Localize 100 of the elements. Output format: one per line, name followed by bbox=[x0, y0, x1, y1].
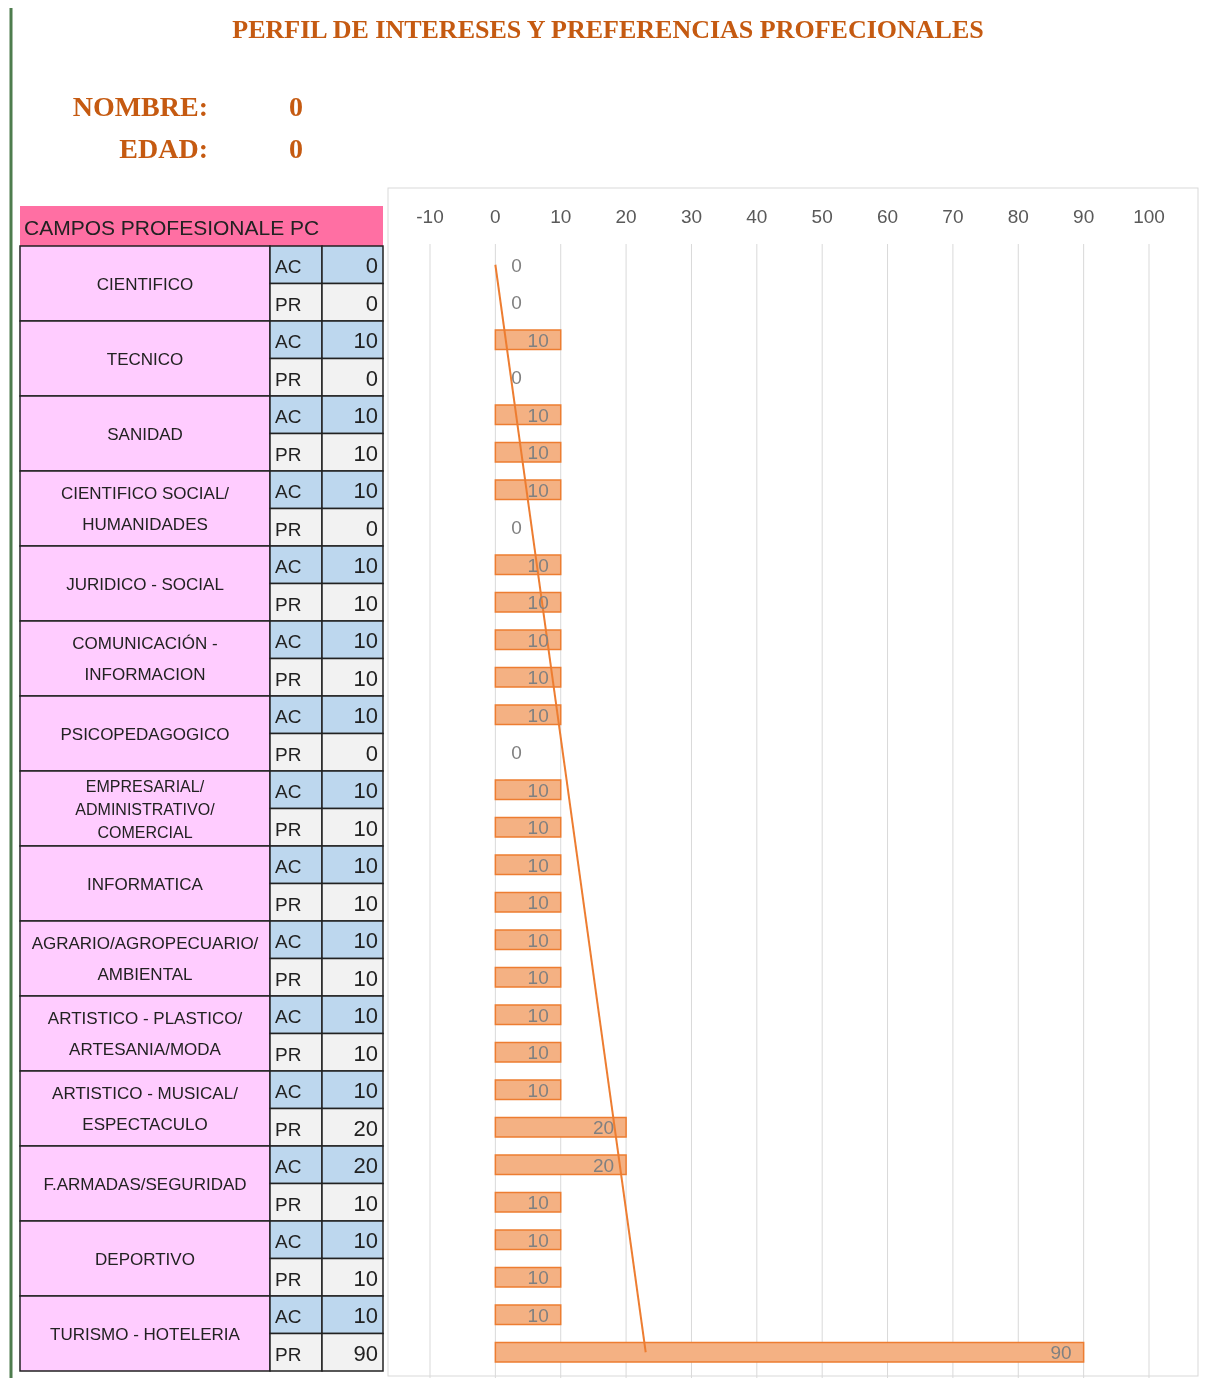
text: 10 bbox=[353, 1265, 378, 1291]
bar bbox=[494, 1079, 562, 1101]
text: PSICOPEDAGOGICO bbox=[60, 724, 230, 744]
text: 10 bbox=[353, 403, 378, 428]
text: ARTISTICO - MUSICAL/ESPECTACULO bbox=[52, 1084, 239, 1134]
text: 10 bbox=[353, 1190, 378, 1216]
x-tick-label: 50 bbox=[811, 206, 833, 227]
y-tick-label: PR bbox=[275, 668, 302, 690]
text: 10 bbox=[353, 890, 378, 916]
text: 10 bbox=[353, 628, 378, 653]
text: 0 bbox=[365, 290, 378, 316]
y-tick-label: AC bbox=[275, 256, 302, 277]
text: 10 bbox=[353, 440, 378, 466]
bar bbox=[494, 929, 562, 951]
data-label: 10 bbox=[527, 892, 549, 914]
x-tick-label: 100 bbox=[1133, 206, 1165, 227]
bar bbox=[494, 1191, 562, 1213]
x-tick-label: 70 bbox=[942, 206, 964, 227]
y-tick-label: AC bbox=[275, 1156, 302, 1177]
text: DEPORTIVO bbox=[95, 1249, 195, 1269]
text: NOMBRE: bbox=[72, 91, 208, 122]
text: 10 bbox=[353, 590, 378, 616]
text: 0 bbox=[365, 740, 378, 766]
data-label: 0 bbox=[511, 254, 522, 276]
text: 20 bbox=[353, 1153, 378, 1178]
bar bbox=[494, 779, 562, 801]
y-tick-label: PR bbox=[275, 893, 302, 915]
text: JURIDICO - SOCIAL bbox=[66, 574, 224, 594]
data-label: 90 bbox=[1050, 1342, 1072, 1364]
text: 10 bbox=[353, 1003, 378, 1028]
data-label: 10 bbox=[527, 817, 549, 839]
y-tick-label: AC bbox=[275, 406, 302, 427]
data-label: 10 bbox=[527, 1004, 549, 1026]
text: COMUNICACIÓN - INFORMACION bbox=[72, 634, 218, 684]
data-label: 10 bbox=[527, 667, 549, 689]
bar bbox=[494, 1004, 562, 1026]
text: 10 bbox=[353, 853, 378, 878]
text: 10 bbox=[353, 1078, 378, 1103]
text: 10 bbox=[353, 665, 378, 691]
text: 90 bbox=[353, 1340, 378, 1366]
chart-title: PERFIL DE INTERESES Y PREFERENCIAS PROFECIONALES bbox=[232, 15, 984, 44]
bar bbox=[494, 854, 562, 876]
data-label: 10 bbox=[527, 967, 549, 989]
y-tick-label: PR bbox=[275, 293, 302, 315]
text: 0 bbox=[365, 365, 378, 391]
text: EDAD: bbox=[119, 133, 208, 164]
text: 10 bbox=[353, 1303, 378, 1328]
text: SANIDAD bbox=[107, 424, 183, 444]
data-label: 10 bbox=[527, 1304, 549, 1326]
data-label: 10 bbox=[527, 929, 549, 951]
text: 10 bbox=[353, 965, 378, 991]
y-tick-label: AC bbox=[275, 1306, 302, 1327]
y-tick-label: PR bbox=[275, 518, 302, 540]
y-tick-label: AC bbox=[275, 781, 302, 802]
bar bbox=[494, 1041, 562, 1063]
data-label: 10 bbox=[527, 1079, 549, 1101]
y-tick-label: AC bbox=[275, 1081, 302, 1102]
text: AGRARIO/AGROPECUARIO/AMBIENTAL bbox=[31, 934, 259, 984]
y-tick-label: PR bbox=[275, 1268, 302, 1290]
data-label: 0 bbox=[511, 367, 522, 389]
y-tick-label: PR bbox=[275, 593, 302, 615]
bar bbox=[494, 1304, 562, 1326]
y-tick-label: AC bbox=[275, 1006, 302, 1027]
text: 10 bbox=[353, 703, 378, 728]
text: 20 bbox=[353, 1115, 378, 1141]
text: 10 bbox=[353, 553, 378, 578]
x-tick-label: 20 bbox=[615, 206, 637, 227]
text: TURISMO - HOTELERIA bbox=[50, 1324, 241, 1344]
text: CIENTIFICO bbox=[96, 274, 194, 294]
data-label: 10 bbox=[527, 779, 549, 801]
text: 0 bbox=[289, 133, 303, 164]
text: TECNICO bbox=[106, 349, 184, 369]
text: 10 bbox=[353, 1040, 378, 1066]
y-tick-label: PR bbox=[275, 1118, 302, 1140]
text: 0 bbox=[365, 515, 378, 541]
data-label: 10 bbox=[527, 442, 549, 464]
text: 10 bbox=[353, 1228, 378, 1253]
y-tick-label: AC bbox=[275, 856, 302, 877]
x-tick-label: 30 bbox=[680, 206, 703, 227]
data-label: 10 bbox=[527, 704, 549, 726]
bar bbox=[494, 966, 562, 988]
text: F.ARMADAS/SEGURIDAD bbox=[43, 1174, 247, 1194]
data-label: 20 bbox=[592, 1154, 615, 1176]
x-tick-label: 10 bbox=[550, 206, 572, 227]
y-tick-label: PR bbox=[275, 368, 302, 390]
text: ARTISTICO - PLASTICO/ARTESANIA/MODA bbox=[47, 1009, 243, 1059]
text: INFORMATICA bbox=[87, 874, 204, 894]
y-tick-label: AC bbox=[275, 1231, 302, 1252]
x-tick-label: 60 bbox=[876, 206, 899, 227]
y-tick-label: PR bbox=[275, 1343, 302, 1365]
x-tick-label: 90 bbox=[1073, 206, 1095, 227]
text: 10 bbox=[353, 328, 378, 353]
text: 10 bbox=[353, 815, 378, 841]
y-tick-label: AC bbox=[275, 631, 302, 652]
text: 10 bbox=[353, 478, 378, 503]
bar bbox=[494, 1229, 562, 1251]
text: 10 bbox=[353, 928, 378, 953]
data-label: 10 bbox=[527, 1267, 549, 1289]
x-tick-label: 40 bbox=[746, 206, 768, 227]
text: CIENTIFICO SOCIAL/HUMANIDADES bbox=[60, 484, 230, 534]
